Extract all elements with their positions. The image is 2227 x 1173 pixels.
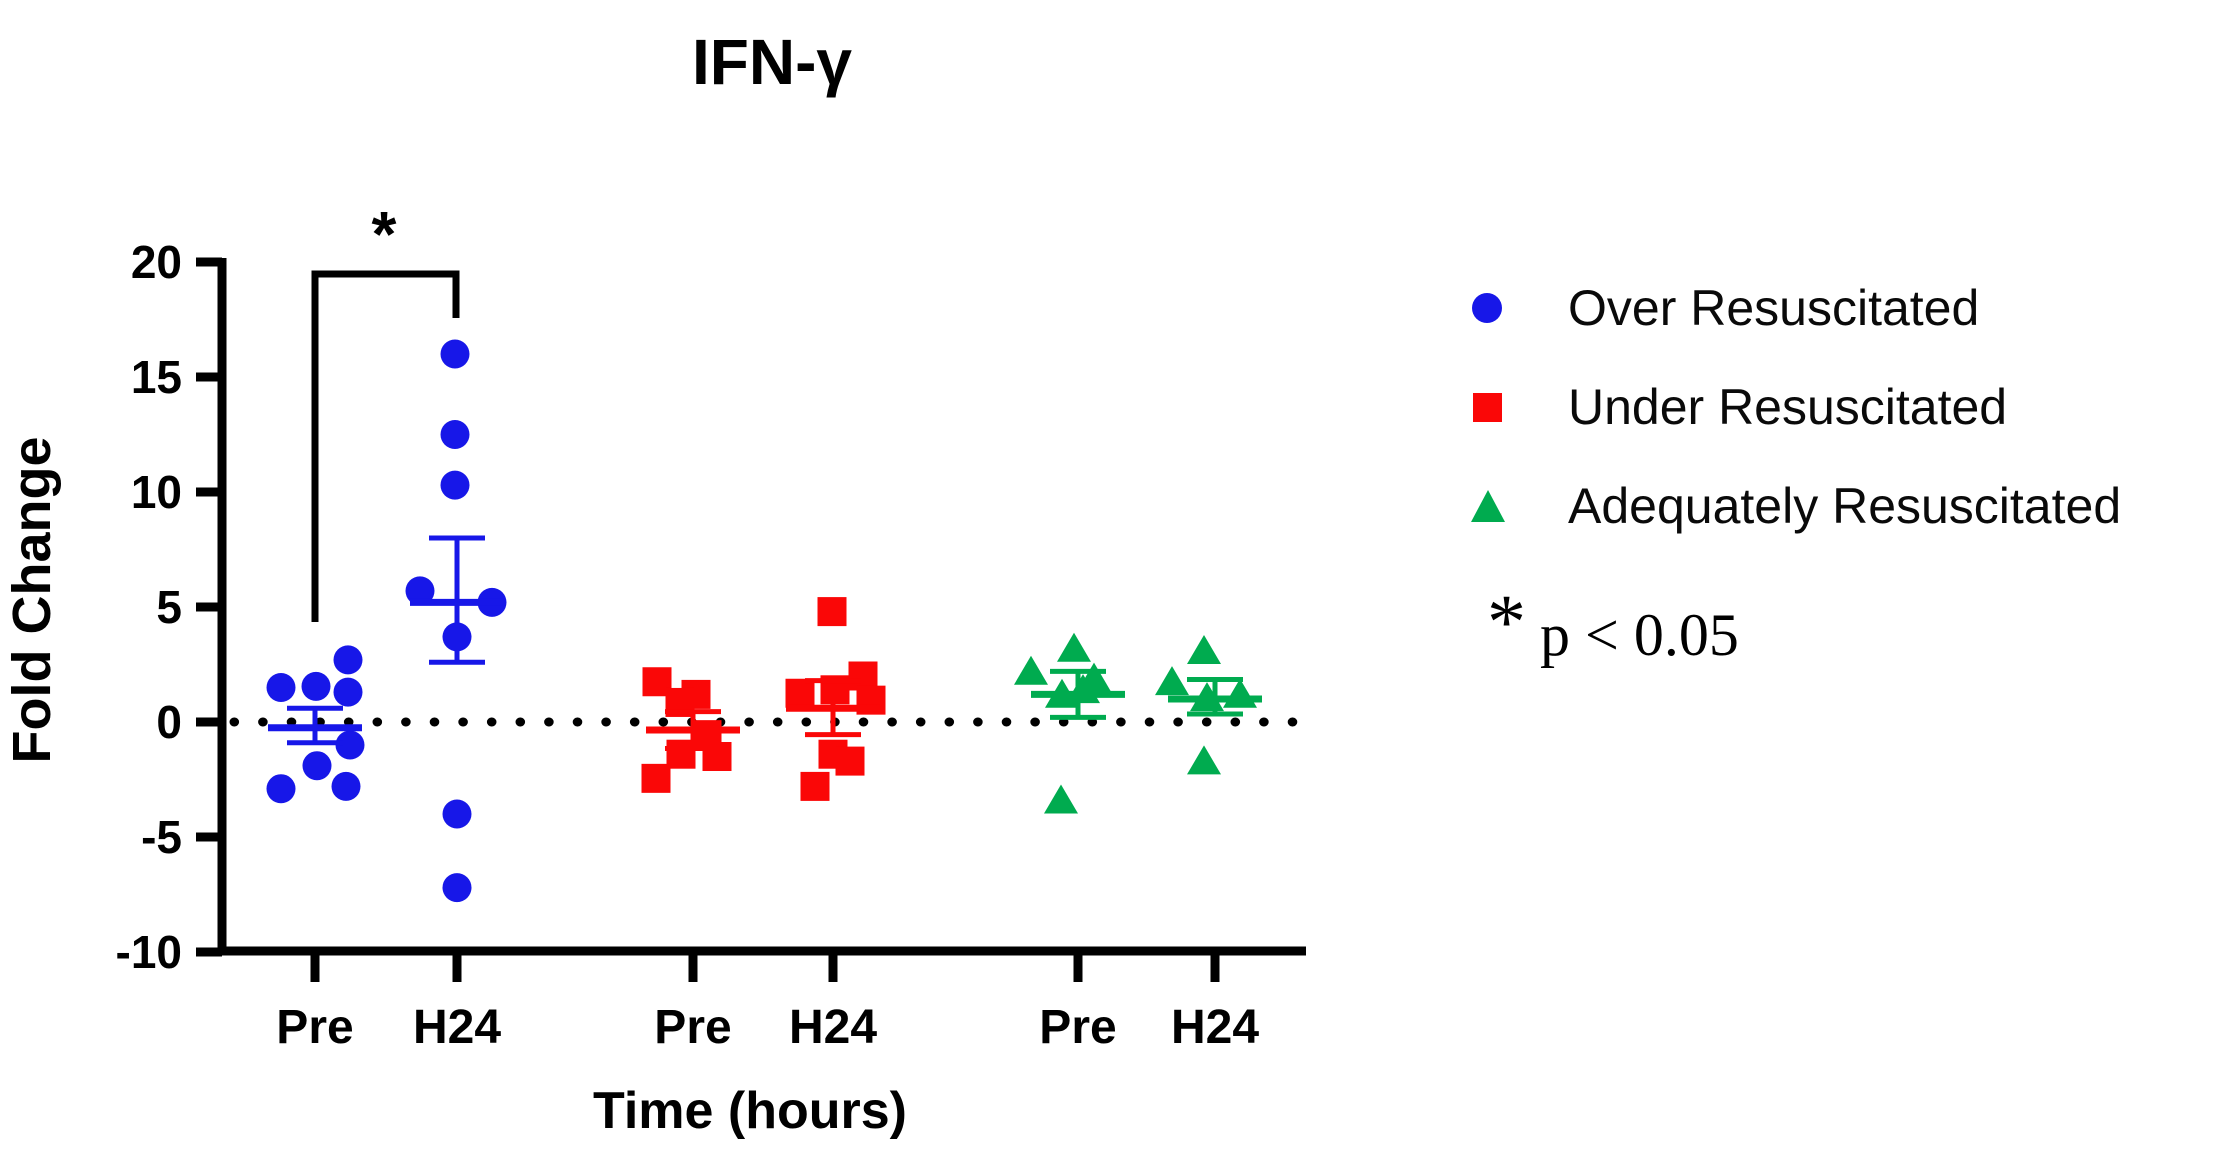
- x-axis-label: Time (hours): [593, 1082, 907, 1140]
- data-point-triangle: [1187, 635, 1221, 665]
- x-tick-label: Pre: [654, 1001, 731, 1054]
- pvalue-note: * p < 0.05: [1487, 578, 1739, 668]
- legend-row-under: Under Resuscitated: [1473, 379, 2007, 435]
- data-point-triangle: [1014, 655, 1048, 685]
- data-point-triangle: [1223, 678, 1257, 708]
- legend-square-icon: [1473, 393, 1502, 422]
- data-point-square: [817, 597, 847, 627]
- significance-star: *: [372, 198, 397, 270]
- y-tick-label: 5: [156, 581, 182, 633]
- y-tick-label: 0: [156, 696, 182, 748]
- data-point-square: [800, 771, 830, 801]
- y-axis-label: Fold Change: [2, 437, 62, 764]
- legend-triangle-icon: [1471, 490, 1505, 522]
- data-point-circle: [440, 470, 470, 500]
- x-tick-label: H24: [789, 1001, 877, 1054]
- data-point-circle: [266, 774, 296, 804]
- data-point-circle: [442, 799, 472, 829]
- data-point-circle: [440, 420, 470, 449]
- legend-label-over: Over Resuscitated: [1568, 280, 1979, 336]
- x-tick-label: H24: [413, 1001, 501, 1054]
- legend-row-over: Over Resuscitated: [1472, 280, 1979, 336]
- data-point-circle: [266, 673, 296, 702]
- y-tick-label: 15: [131, 351, 182, 403]
- data-point-circle: [405, 576, 435, 606]
- legend: Over Resuscitated Under Resuscitated Ade…: [1471, 280, 2121, 534]
- y-axis-ticks: 20 15 10 5 0 -5 -10: [116, 236, 222, 978]
- data-point-circle: [331, 771, 361, 801]
- x-tick-label: Pre: [276, 1001, 353, 1054]
- chart-title: IFN-γ: [692, 26, 852, 98]
- data-point-circle: [333, 677, 363, 707]
- swarm-points: [266, 339, 1257, 903]
- data-point-circle: [301, 671, 331, 701]
- legend-label-adequate: Adequately Resuscitated: [1568, 478, 2121, 534]
- data-point-square: [641, 763, 671, 793]
- x-tick-label: Pre: [1039, 1001, 1116, 1054]
- data-point-triangle: [1155, 666, 1189, 696]
- error-bars: [268, 535, 1262, 751]
- data-point-circle: [333, 645, 363, 675]
- data-point-circle: [440, 339, 470, 369]
- y-tick-label: -5: [141, 811, 182, 863]
- x-axis-ticks: Pre H24 Pre H24 Pre H24: [276, 951, 1259, 1054]
- significance-bracket: [311, 270, 460, 622]
- data-point-square: [835, 746, 865, 776]
- data-point-triangle: [1044, 784, 1078, 814]
- pvalue-note-star: *: [1487, 578, 1526, 665]
- data-point-circle: [302, 751, 332, 781]
- data-point-circle: [442, 873, 472, 903]
- data-point-triangle: [1187, 745, 1221, 775]
- pvalue-note-text: p < 0.05: [1540, 602, 1739, 668]
- y-tick-label: -10: [116, 926, 182, 978]
- legend-row-adequate: Adequately Resuscitated: [1471, 478, 2121, 534]
- data-point-square: [785, 678, 815, 708]
- legend-circle-icon: [1472, 293, 1502, 323]
- x-tick-label: H24: [1171, 1001, 1259, 1054]
- y-tick-label: 20: [131, 236, 182, 288]
- data-point-circle: [335, 730, 365, 760]
- y-tick-label: 10: [131, 466, 182, 518]
- data-point-triangle: [1057, 632, 1091, 662]
- legend-label-under: Under Resuscitated: [1568, 379, 2007, 435]
